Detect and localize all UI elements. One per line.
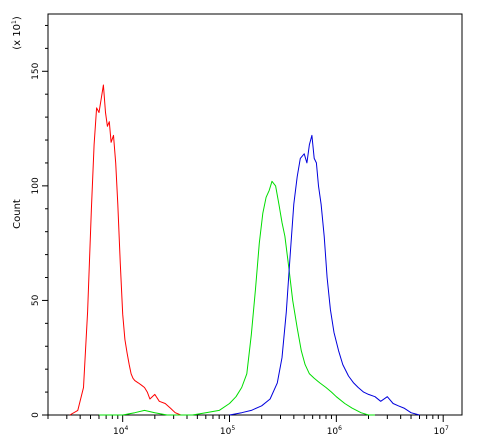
series-2-line [99, 180, 375, 416]
y-tick-label: 50 [31, 294, 41, 306]
y-axis-multiplier: (x 101) [11, 16, 23, 50]
y-tick-label: 100 [31, 177, 41, 194]
y-axis-ticks: 0 50 100 150 [31, 24, 48, 418]
y-tick-label: 0 [31, 412, 41, 418]
series-layer [69, 84, 420, 416]
y-multiplier-exponent: 1 [11, 20, 18, 24]
y-tick-label: 150 [31, 62, 41, 79]
plot-frame [47, 13, 463, 416]
y-axis-label: Count [12, 199, 23, 229]
y-multiplier-close: ) [12, 16, 23, 20]
x-tick-label: 104 [113, 425, 128, 437]
y-multiplier-text: (x 10 [12, 24, 23, 50]
x-tick-label: 106 [327, 425, 342, 437]
x-axis-ticks: 104 105 106 107 [47, 415, 449, 437]
x-tick-label: 107 [434, 425, 449, 437]
series-3-line [229, 134, 420, 416]
x-tick-label: 105 [220, 425, 235, 437]
series-1-line [69, 84, 187, 416]
